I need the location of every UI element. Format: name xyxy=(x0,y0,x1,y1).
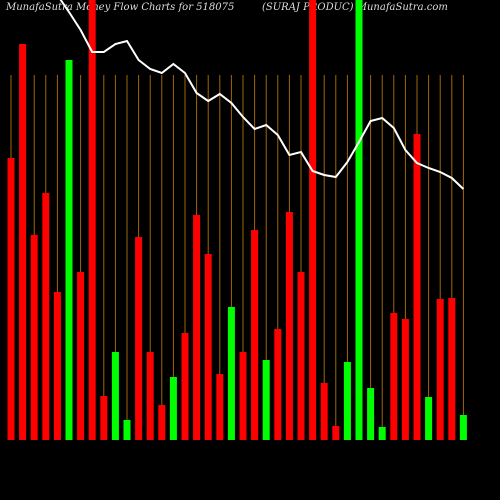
bar xyxy=(355,0,363,440)
bar xyxy=(413,134,421,440)
bar xyxy=(158,405,166,440)
bar xyxy=(425,397,433,440)
bar xyxy=(146,352,154,440)
bar xyxy=(100,396,108,440)
bar xyxy=(169,377,177,440)
bar xyxy=(216,374,224,440)
bar xyxy=(111,352,119,440)
bar xyxy=(332,426,340,440)
bar xyxy=(459,415,467,440)
bar xyxy=(285,212,293,440)
bar xyxy=(367,388,375,440)
bar xyxy=(135,237,143,440)
bar xyxy=(274,329,282,440)
bar xyxy=(262,360,270,440)
bar xyxy=(181,333,189,440)
bar xyxy=(448,298,456,440)
bar xyxy=(390,313,398,440)
bar xyxy=(65,60,73,440)
bar xyxy=(30,235,38,440)
bar xyxy=(309,0,317,440)
bar xyxy=(7,158,15,440)
bar xyxy=(343,362,351,440)
bar xyxy=(204,254,212,440)
bar xyxy=(42,193,50,440)
bar xyxy=(19,44,27,440)
bar xyxy=(239,352,247,440)
bar xyxy=(378,427,386,440)
bar xyxy=(193,215,201,440)
bar xyxy=(436,299,444,440)
bar xyxy=(401,319,409,440)
price-line xyxy=(59,0,465,190)
bar xyxy=(251,230,259,440)
bar xyxy=(297,272,305,440)
bar xyxy=(227,307,235,440)
bar xyxy=(123,420,131,440)
chart-title: MunafaSutra Money Flow Charts for 518075 xyxy=(5,2,234,13)
bar xyxy=(77,272,85,440)
bar xyxy=(53,292,61,440)
bar xyxy=(320,383,328,440)
chart-subtitle: (SURAJ PRODUC) MunafaSutra.com xyxy=(262,2,448,13)
bar xyxy=(88,0,96,440)
